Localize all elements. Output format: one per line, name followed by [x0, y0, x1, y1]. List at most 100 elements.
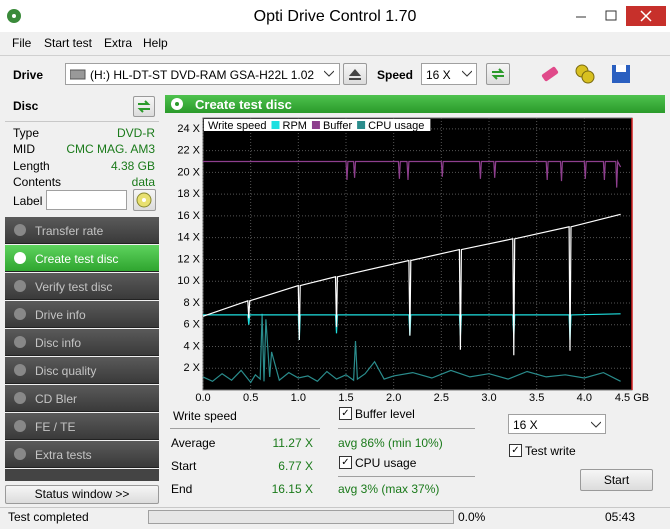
y-tick-label: 8 X	[183, 297, 200, 309]
dropdown-arrow	[591, 421, 601, 428]
x-tick-label: 1.0	[291, 392, 306, 404]
checkbox-label: Test write	[525, 444, 576, 458]
nav-label: FE / TE	[35, 420, 76, 434]
series-line	[202, 313, 621, 384]
checkbox-label: CPU usage	[355, 456, 417, 470]
legend-label: Write speed	[208, 120, 267, 132]
field-label: Contents	[13, 175, 62, 189]
nav-filler	[5, 469, 159, 481]
title-bar	[0, 0, 670, 32]
disc-refresh[interactable]	[133, 96, 155, 117]
window-controls[interactable]	[570, 6, 666, 26]
field-value: DVD-R	[117, 126, 155, 140]
app-icon	[7, 9, 21, 23]
x-tick-label: 4.5 GB	[615, 392, 649, 404]
nav-button[interactable]: Disc quality	[5, 357, 159, 384]
menu-item[interactable]: File	[12, 36, 32, 50]
legend-label: Buffer	[323, 120, 352, 132]
menu-item[interactable]: Help	[143, 36, 168, 50]
nav-label: Create test disc	[35, 252, 119, 266]
nav-button[interactable]: CD Bler	[5, 385, 159, 412]
checkbox[interactable]: ✓	[339, 407, 352, 420]
status-window-button[interactable]: Status window >>	[5, 485, 159, 504]
field-value: data	[131, 175, 155, 189]
x-tick-label: 4.0	[577, 392, 592, 404]
panel-icon	[171, 98, 183, 110]
y-tick-label: 22 X	[177, 145, 200, 157]
result-label: Average	[171, 436, 216, 450]
field-value: 4.38 GB	[110, 159, 155, 173]
chart: 2 X 4 X 6 X 8 X 10 X 12 X 14 X 16 X 18 X 20 X 22 X…	[177, 117, 649, 404]
field-value: CMC MAG. AM3	[66, 142, 155, 156]
save-button[interactable]	[609, 62, 633, 86]
x-tick-label: 0.0	[195, 392, 210, 404]
test-speed-value: 16 X	[513, 418, 538, 432]
nav-button[interactable]: FE / TE	[5, 413, 159, 440]
dropdown-arrow	[462, 70, 472, 77]
nav-button[interactable]: Verify test disc	[5, 273, 159, 300]
eject-button[interactable]	[343, 63, 367, 85]
label-button[interactable]	[133, 189, 156, 211]
label-label: Label	[13, 194, 43, 208]
erase-button[interactable]	[538, 62, 562, 86]
menu-item[interactable]: Start test	[44, 36, 93, 50]
result-value: 11.27 X	[272, 436, 313, 450]
drive-name: (H:) HL-DT-ST DVD-RAM GSA-H22L 1.02	[90, 68, 315, 82]
nav-button[interactable]: Extra tests	[5, 441, 159, 468]
x-tick-label: 3.0	[481, 392, 496, 404]
legend: Write speed RPM Buffer CPU usage	[204, 119, 431, 132]
legend-swatch	[271, 121, 280, 129]
drive-label: Drive	[13, 68, 44, 82]
x-tick-label: 1.5	[338, 392, 353, 404]
speed-label: Speed	[377, 68, 414, 82]
nav-button[interactable]: Transfer rate	[5, 217, 159, 244]
panel-title: Create test disc	[195, 97, 292, 112]
menu-item[interactable]: Extra	[104, 36, 133, 50]
checkbox-label: Buffer level	[355, 407, 415, 421]
separator	[5, 121, 159, 122]
result-value: 6.77 X	[278, 459, 313, 473]
nav-label: Extra tests	[35, 448, 92, 462]
x-tick-label: 3.5	[529, 392, 544, 404]
y-tick-label: 2 X	[183, 362, 200, 374]
x-tick-label: 2.0	[386, 392, 401, 404]
y-tick-label: 6 X	[183, 319, 200, 331]
test-speed-select[interactable]	[508, 414, 606, 434]
progress-text: 0.0%	[458, 510, 486, 524]
nav-label: Transfer rate	[35, 224, 104, 238]
panel-header	[165, 95, 665, 113]
nav-label: CD Bler	[35, 392, 78, 406]
y-tick-label: 12 X	[177, 253, 200, 265]
speed-select[interactable]	[421, 63, 477, 85]
nav-button[interactable]: Drive info	[5, 301, 159, 328]
settings-button[interactable]	[573, 62, 597, 86]
nav-label: Disc info	[35, 336, 82, 350]
dropdown-arrow	[324, 70, 334, 77]
start-button[interactable]: Start	[580, 469, 653, 491]
result-label: End	[171, 482, 193, 496]
field-label: Type	[13, 126, 40, 140]
separator	[0, 55, 670, 56]
nav-button[interactable]: Create test disc	[5, 245, 159, 272]
drive-select[interactable]	[65, 63, 340, 85]
result-label: Start	[171, 459, 197, 473]
y-tick-label: 14 X	[177, 232, 200, 244]
result-value: 16.15 X	[271, 482, 313, 496]
separator	[0, 507, 670, 508]
nav-label: Verify test disc	[35, 280, 113, 294]
checkbox[interactable]: ✓	[339, 456, 352, 469]
checkbox[interactable]: ✓	[509, 444, 522, 457]
legend-swatch	[311, 121, 320, 129]
label-input[interactable]	[46, 190, 127, 210]
cpu-stats: avg 3% (max 37%)	[338, 482, 440, 496]
y-tick-label: 10 X	[177, 275, 200, 287]
window-title: Opti Drive Control 1.70	[253, 8, 417, 25]
nav-button[interactable]: Disc info	[5, 329, 159, 356]
y-tick-label: 4 X	[183, 340, 200, 352]
y-tick-label: 18 X	[177, 188, 200, 200]
y-tick-label: 16 X	[177, 210, 200, 222]
progress-bar	[148, 510, 454, 524]
refresh-button[interactable]	[486, 63, 510, 85]
y-tick-label: 20 X	[177, 166, 200, 178]
separator	[338, 476, 475, 477]
